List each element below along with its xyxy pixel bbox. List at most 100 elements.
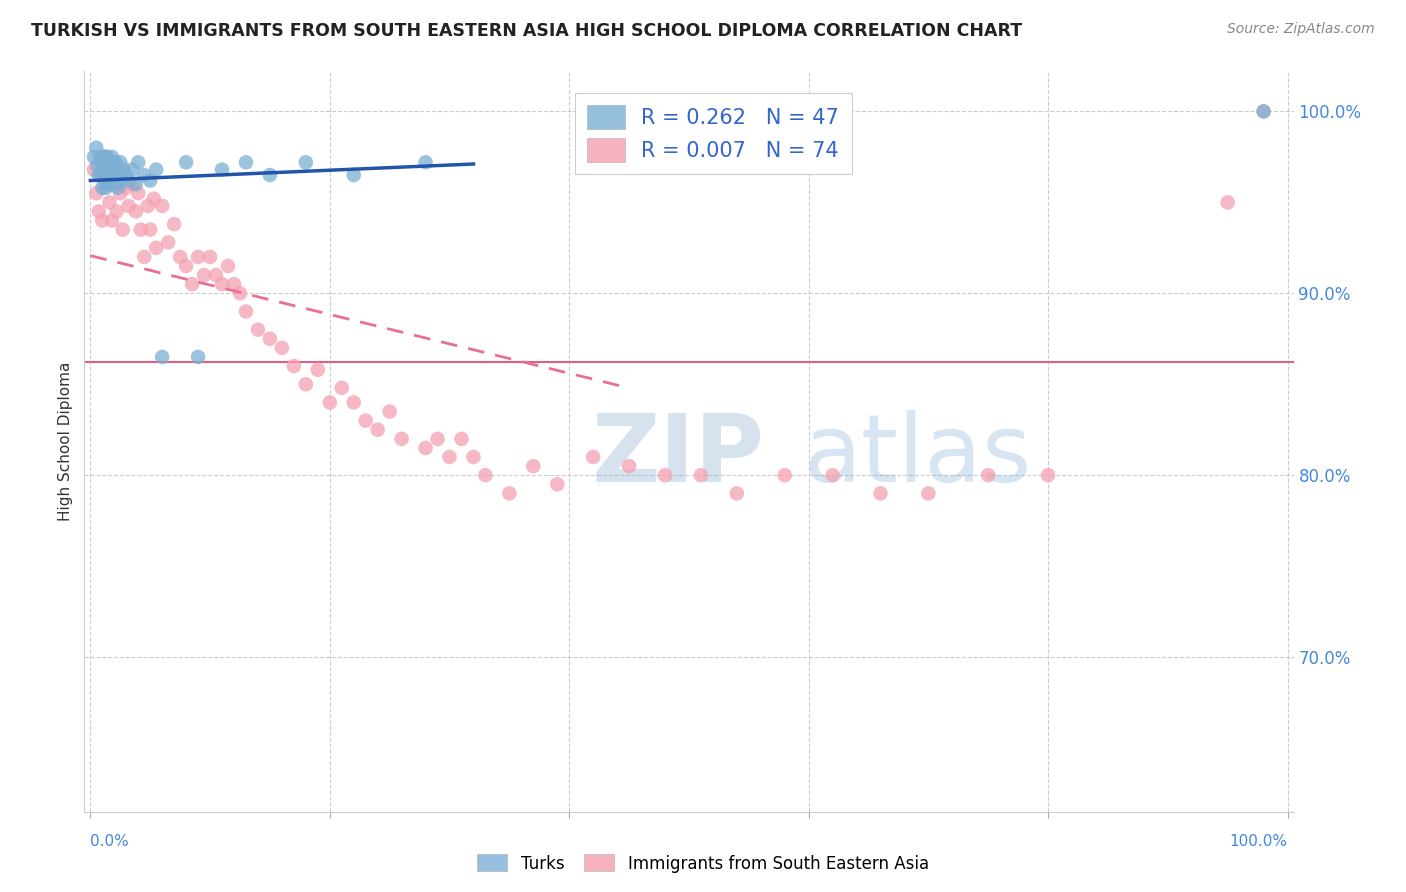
Point <box>107 181 129 195</box>
Point <box>97 177 120 191</box>
Point <box>270 341 292 355</box>
Point <box>93 177 115 191</box>
Point <box>103 159 125 173</box>
Text: 100.0%: 100.0% <box>1229 833 1288 848</box>
Point <box>97 168 120 182</box>
Legend: R = 0.262   N = 47, R = 0.007   N = 74: R = 0.262 N = 47, R = 0.007 N = 74 <box>575 93 852 174</box>
Point <box>378 404 401 418</box>
Point <box>198 250 221 264</box>
Point <box>174 259 197 273</box>
Point <box>307 362 329 376</box>
Point <box>354 414 377 428</box>
Point <box>163 217 186 231</box>
Point <box>97 159 120 173</box>
Point <box>1216 195 1239 210</box>
Point <box>127 155 149 169</box>
Point <box>546 477 568 491</box>
Point <box>229 286 252 301</box>
Point <box>217 259 239 273</box>
Point <box>101 173 124 187</box>
Point <box>617 459 640 474</box>
Point <box>86 141 108 155</box>
Point <box>690 468 713 483</box>
Point <box>450 432 472 446</box>
Point <box>91 181 114 195</box>
Point <box>100 177 122 191</box>
Point <box>211 162 233 177</box>
Point <box>145 241 167 255</box>
Point <box>111 222 134 236</box>
Point <box>125 177 148 191</box>
Point <box>110 173 132 187</box>
Point <box>142 192 165 206</box>
Point <box>93 159 115 173</box>
Point <box>181 277 204 292</box>
Point <box>94 150 117 164</box>
Point <box>103 177 125 191</box>
Point <box>134 250 156 264</box>
Point <box>94 168 117 182</box>
Point <box>205 268 228 282</box>
Point <box>463 450 485 464</box>
Point <box>98 195 121 210</box>
Point <box>821 468 844 483</box>
Point <box>150 199 173 213</box>
Point <box>343 395 366 409</box>
Point <box>94 181 117 195</box>
Point <box>582 450 605 464</box>
Y-axis label: High School Diploma: High School Diploma <box>58 362 73 521</box>
Point <box>439 450 461 464</box>
Point <box>157 235 180 250</box>
Point <box>87 204 110 219</box>
Point <box>174 155 197 169</box>
Point <box>187 350 209 364</box>
Point <box>136 199 159 213</box>
Point <box>773 468 796 483</box>
Legend: Turks, Immigrants from South Eastern Asia: Turks, Immigrants from South Eastern Asi… <box>471 847 935 880</box>
Point <box>246 323 269 337</box>
Text: Source: ZipAtlas.com: Source: ZipAtlas.com <box>1227 22 1375 37</box>
Point <box>112 162 135 177</box>
Point <box>235 155 257 169</box>
Point <box>1036 468 1059 483</box>
Point <box>101 162 124 177</box>
Point <box>367 423 389 437</box>
Point <box>93 150 115 164</box>
Point <box>222 277 245 292</box>
Point <box>90 168 112 182</box>
Point <box>83 162 105 177</box>
Point <box>104 155 127 169</box>
Text: atlas: atlas <box>804 410 1032 502</box>
Point <box>101 213 124 227</box>
Point <box>330 381 353 395</box>
Text: TURKISH VS IMMIGRANTS FROM SOUTH EASTERN ASIA HIGH SCHOOL DIPLOMA CORRELATION CH: TURKISH VS IMMIGRANTS FROM SOUTH EASTERN… <box>31 22 1022 40</box>
Point <box>211 277 233 292</box>
Point <box>101 150 124 164</box>
Point <box>977 468 1000 483</box>
Point <box>295 155 318 169</box>
Point <box>917 486 939 500</box>
Point <box>391 432 413 446</box>
Text: 0.0%: 0.0% <box>90 833 129 848</box>
Point <box>91 213 114 227</box>
Point <box>121 177 143 191</box>
Point <box>725 486 748 500</box>
Point <box>259 332 281 346</box>
Point <box>91 168 114 182</box>
Point <box>415 155 437 169</box>
Point <box>426 432 449 446</box>
Point <box>343 168 366 182</box>
Point <box>89 150 111 164</box>
Point <box>115 168 138 182</box>
Point <box>110 155 132 169</box>
Point <box>87 168 110 182</box>
Point <box>522 459 544 474</box>
Point <box>134 168 156 182</box>
Point <box>129 222 152 236</box>
Point <box>1253 104 1275 119</box>
Point <box>127 186 149 201</box>
Point <box>150 350 173 364</box>
Point <box>91 150 114 164</box>
Point <box>86 186 108 201</box>
Point <box>169 250 191 264</box>
